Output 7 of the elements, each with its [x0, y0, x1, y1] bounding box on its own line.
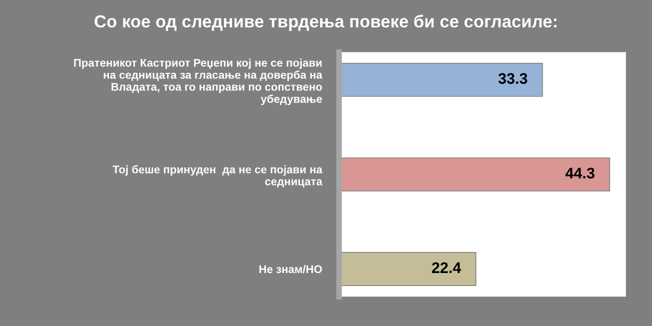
- y-tick-label: Не знам/НО: [259, 264, 322, 274]
- chart-title: Со кое од следниве тврдења повеке би се согласиле:: [94, 14, 556, 31]
- data-label: 44.3: [565, 168, 594, 179]
- data-label: 33.3: [498, 73, 528, 84]
- data-label: 22.4: [432, 262, 462, 273]
- y-tick-label: Пратеникот Кастриот Реџепи кој не се појави на седницата за гласање на доверба на Владата, тоа го направи по сопствено убедување: [74, 58, 322, 106]
- y-tick-label: Тој беше принуден да не се појави на седницата: [112, 165, 322, 188]
